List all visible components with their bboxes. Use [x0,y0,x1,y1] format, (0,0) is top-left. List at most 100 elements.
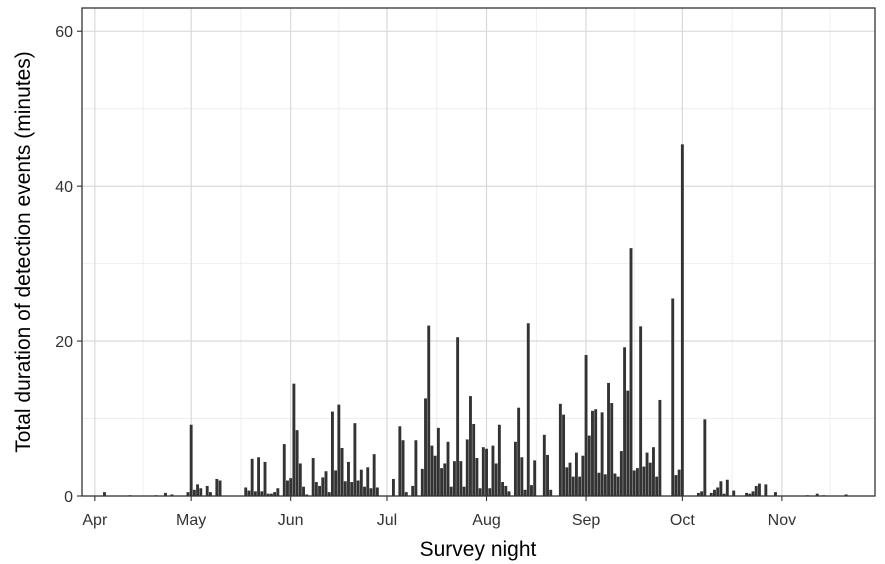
bar [722,493,726,496]
bar [507,491,511,496]
bar [359,469,363,496]
bar [501,482,505,496]
bar [844,494,848,496]
bar [189,424,193,496]
bar [481,447,485,496]
bar [488,488,492,496]
bar [558,403,562,496]
bar [587,435,591,496]
bar [440,468,444,496]
bar [462,486,466,496]
bar [327,492,331,496]
bar [478,488,482,496]
bar [530,485,533,496]
bar [369,488,373,496]
bar [732,490,736,496]
bar [600,412,604,496]
bar [568,462,572,496]
bar-series [103,144,848,496]
bar [754,485,758,496]
bar [629,248,633,496]
bar [709,492,713,496]
bar [815,493,819,496]
bar [436,427,440,496]
bar [244,487,248,496]
bar [497,424,501,496]
bar [607,382,610,496]
bar [208,492,212,496]
plot-background [82,8,875,496]
y-axis: 0 20 40 60 [55,24,82,506]
bar [218,480,222,496]
bar [311,458,315,496]
bar [748,493,752,496]
bar [334,470,338,496]
bar [565,467,569,496]
bar [356,480,360,496]
bar [494,463,498,496]
x-tick-label: Oct [670,512,695,529]
bar [713,489,716,496]
bar [459,461,463,496]
bar [594,409,598,496]
bar [186,492,190,496]
bar [340,447,344,496]
x-axis: Apr May Jun Jul Aug Sep Oct Nov [82,496,796,529]
y-tick-label: 20 [55,334,73,351]
bar [491,445,495,496]
bar [330,411,334,496]
bar [372,454,376,496]
bar [578,476,582,496]
bar [269,493,273,496]
bar [623,347,627,496]
bar [655,476,659,496]
bar [192,489,196,496]
bar [289,478,293,496]
bar [751,491,755,496]
bar [456,337,460,496]
bar [273,492,277,496]
bar [642,466,646,496]
bar [350,482,354,496]
bar [263,461,267,496]
bar [680,144,684,496]
bar [404,492,408,496]
x-tick-label: Jun [278,512,304,529]
x-tick-label: Nov [768,512,796,529]
bar [584,355,588,496]
bar [430,445,434,496]
bar [196,484,200,496]
bar [523,489,527,496]
bar [247,490,251,496]
bar [658,399,662,496]
bar [703,419,707,496]
bar [475,458,479,496]
bar [652,447,655,496]
bar [520,457,524,496]
bar [305,494,309,496]
bar [164,492,167,496]
bar [613,473,617,496]
y-tick-label: 40 [55,179,73,196]
bar [266,493,270,496]
bar [314,482,318,496]
bar [674,475,678,496]
bar [302,486,305,496]
bar [295,430,299,496]
bar [253,491,257,496]
x-axis-title: Survey night [420,538,537,561]
bar [700,491,704,496]
bar [626,390,630,496]
bar [645,452,649,496]
bar [401,440,405,496]
y-axis-title: Total duration of detection events (minu… [12,51,35,453]
bar [449,486,453,496]
bar [465,439,469,496]
bar [533,460,537,496]
bar [452,461,456,496]
bar [337,404,341,496]
bar [639,326,643,496]
bar [635,468,639,496]
plot-border [81,7,876,497]
bar [347,461,350,496]
